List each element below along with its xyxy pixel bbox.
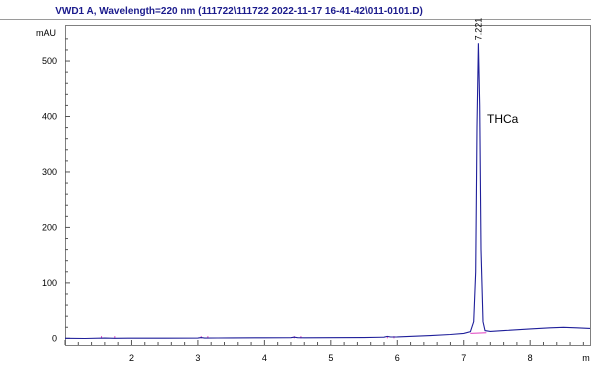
y-tick-label: 300 xyxy=(42,167,57,177)
y-tick-label: 0 xyxy=(52,333,57,343)
x-tick-label: 5 xyxy=(328,353,333,363)
x-tick-label: 2 xyxy=(129,353,134,363)
y-tick-label: 200 xyxy=(42,222,57,232)
peak-annotation-thca: THCa xyxy=(487,112,519,126)
x-tick-label: 3 xyxy=(195,353,200,363)
x-tick-label: 8 xyxy=(528,353,533,363)
x-tick-label: 7 xyxy=(461,353,466,363)
x-tick-label: 4 xyxy=(262,353,267,363)
plot-frame xyxy=(65,25,591,346)
peak-baseline xyxy=(470,332,487,334)
peak-retention-label: 7.221 xyxy=(473,18,483,41)
y-axis-ticks: 0 100 200 300 400 500 xyxy=(42,38,70,343)
x-axis-ticks: 2 3 4 5 6 7 8 m xyxy=(64,340,590,363)
chart-title: VWD1 A, Wavelength=220 nm (111722\111722… xyxy=(55,6,423,17)
y-axis-unit-label: mAU xyxy=(36,28,56,38)
y-tick-label: 400 xyxy=(42,112,57,122)
y-tick-label: 500 xyxy=(42,56,57,66)
series-line xyxy=(64,43,591,340)
series-group xyxy=(64,43,591,340)
x-tick-label: 6 xyxy=(395,353,400,363)
peak-label-group: 7.221 xyxy=(473,18,483,41)
x-axis-unit-label: m xyxy=(582,353,590,363)
y-tick-label: 100 xyxy=(42,278,57,288)
